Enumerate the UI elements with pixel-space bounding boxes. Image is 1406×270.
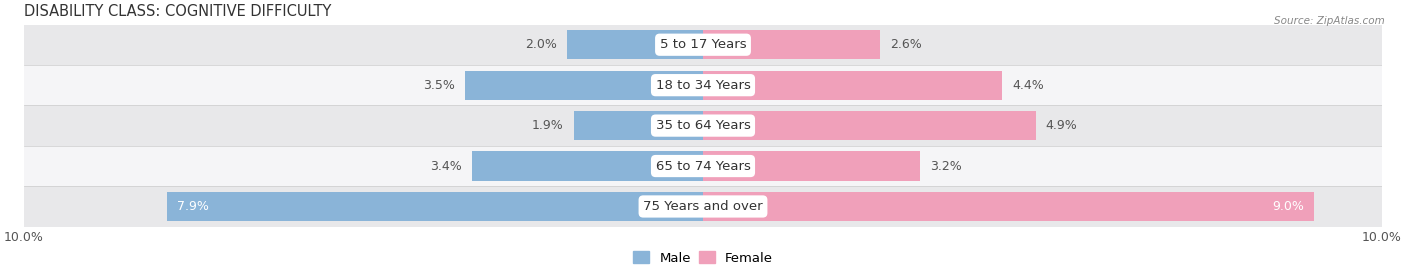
Bar xyxy=(24,25,1382,65)
Bar xyxy=(472,151,703,181)
Text: 65 to 74 Years: 65 to 74 Years xyxy=(655,160,751,173)
Text: 1.9%: 1.9% xyxy=(531,119,564,132)
Text: 3.2%: 3.2% xyxy=(931,160,962,173)
Text: 4.9%: 4.9% xyxy=(1046,119,1077,132)
Text: 5 to 17 Years: 5 to 17 Years xyxy=(659,38,747,51)
Text: 4.4%: 4.4% xyxy=(1012,79,1043,92)
Bar xyxy=(24,65,1382,105)
Bar xyxy=(465,70,703,100)
Text: 35 to 64 Years: 35 to 64 Years xyxy=(655,119,751,132)
Bar xyxy=(24,105,1382,146)
Text: 75 Years and over: 75 Years and over xyxy=(643,200,763,213)
Text: 2.6%: 2.6% xyxy=(890,38,921,51)
Text: 3.4%: 3.4% xyxy=(430,160,463,173)
Text: 2.0%: 2.0% xyxy=(526,38,557,51)
Bar xyxy=(167,192,703,221)
Text: 7.9%: 7.9% xyxy=(177,200,208,213)
Legend: Male, Female: Male, Female xyxy=(633,251,773,265)
Bar xyxy=(574,111,703,140)
Bar xyxy=(703,70,1001,100)
Bar xyxy=(24,146,1382,186)
Text: 3.5%: 3.5% xyxy=(423,79,456,92)
Text: Source: ZipAtlas.com: Source: ZipAtlas.com xyxy=(1274,16,1385,26)
Bar xyxy=(24,186,1382,227)
Bar xyxy=(567,30,703,59)
Text: 18 to 34 Years: 18 to 34 Years xyxy=(655,79,751,92)
Text: DISABILITY CLASS: COGNITIVE DIFFICULTY: DISABILITY CLASS: COGNITIVE DIFFICULTY xyxy=(24,4,332,19)
Bar xyxy=(703,151,921,181)
Bar xyxy=(703,111,1036,140)
Text: 9.0%: 9.0% xyxy=(1272,200,1303,213)
Bar xyxy=(703,30,880,59)
Bar xyxy=(703,192,1315,221)
